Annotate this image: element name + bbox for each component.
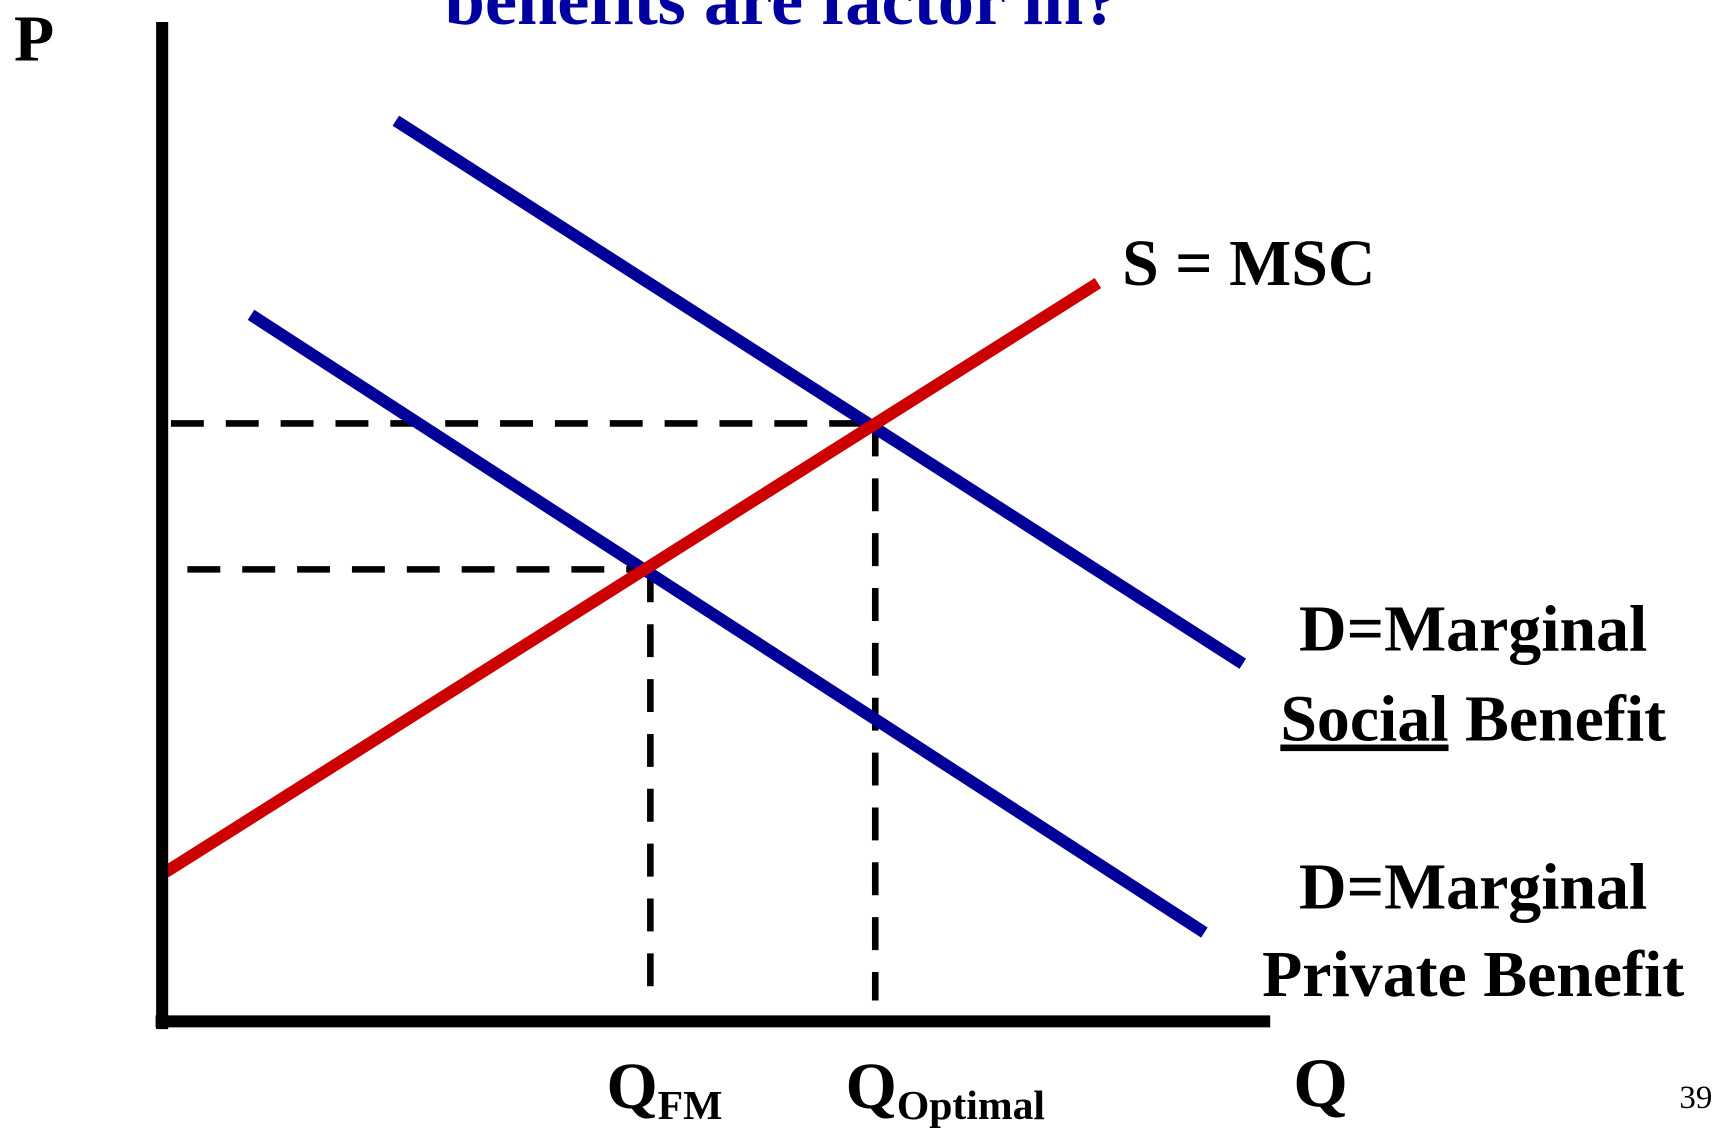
qfm-label: QFM <box>606 1050 722 1129</box>
msb-label-underlined: Social <box>1280 683 1448 756</box>
dashed-guides <box>170 420 879 1001</box>
title: benefits are factor in? <box>445 0 1120 40</box>
msb-curve <box>392 115 1247 669</box>
qoptimal-sub: Optimal <box>897 1083 1045 1129</box>
mpb-label-line2: Private Benefit <box>1262 938 1684 1011</box>
mpb-curve <box>247 309 1208 938</box>
qfm-sub: FM <box>658 1083 723 1129</box>
qfm-main: Q <box>606 1050 657 1123</box>
qoptimal-main: Q <box>846 1050 897 1123</box>
x-axis-label: Q <box>1293 1044 1348 1122</box>
qoptimal-label: QOptimal <box>846 1050 1045 1129</box>
msc-label: S = MSC <box>1122 227 1375 300</box>
mpb-label-line1: D=Marginal <box>1299 850 1647 923</box>
y-axis-label: P <box>14 2 54 75</box>
msb-label-line1: D=Marginal <box>1299 593 1647 666</box>
page-number: 39 <box>1679 1080 1712 1116</box>
msb-label-line2: Social Benefit <box>1280 683 1666 756</box>
msc-curve <box>162 277 1102 878</box>
msb-label-rest: Benefit <box>1465 683 1666 756</box>
